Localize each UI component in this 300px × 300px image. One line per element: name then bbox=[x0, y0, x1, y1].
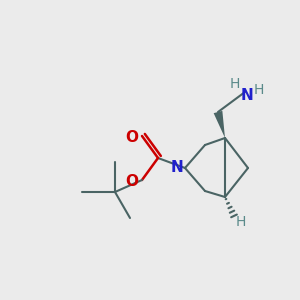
Text: H: H bbox=[254, 83, 264, 97]
Text: H: H bbox=[230, 77, 240, 91]
Text: H: H bbox=[236, 215, 246, 229]
Text: O: O bbox=[125, 130, 139, 146]
Text: N: N bbox=[171, 160, 183, 175]
Text: O: O bbox=[125, 175, 139, 190]
Polygon shape bbox=[214, 111, 225, 138]
Text: N: N bbox=[241, 88, 254, 104]
